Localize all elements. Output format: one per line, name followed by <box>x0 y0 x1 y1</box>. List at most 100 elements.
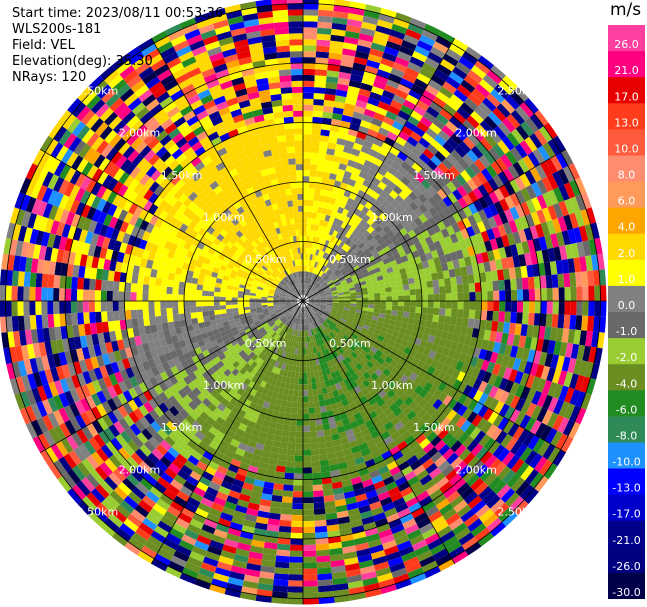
velocity-gate <box>332 204 340 213</box>
velocity-gate <box>509 193 521 207</box>
velocity-gate <box>70 288 78 301</box>
velocity-gate <box>472 378 483 391</box>
velocity-gate <box>196 306 203 313</box>
velocity-gate <box>403 306 410 313</box>
velocity-gate <box>154 301 161 309</box>
velocity-gate <box>419 116 433 128</box>
velocity-gate <box>427 51 443 64</box>
velocity-gate <box>462 283 470 293</box>
velocity-gate <box>404 120 417 132</box>
velocity-gate <box>478 348 487 360</box>
velocity-gate <box>336 193 344 201</box>
velocity-gate <box>243 301 250 305</box>
velocity-gate <box>451 368 461 380</box>
velocity-gate <box>325 291 332 295</box>
velocity-gate <box>396 51 412 62</box>
velocity-gate <box>313 400 320 408</box>
velocity-gate <box>492 311 500 322</box>
velocity-gate <box>408 312 416 319</box>
velocity-gate <box>71 276 79 290</box>
velocity-gate <box>395 222 405 232</box>
velocity-gate <box>390 175 401 186</box>
velocity-gate <box>313 281 318 288</box>
velocity-gate <box>452 211 462 223</box>
velocity-gate <box>308 302 315 306</box>
velocity-gate <box>319 189 327 197</box>
velocity-gate <box>355 231 363 240</box>
velocity-gate <box>340 258 348 266</box>
velocity-gate <box>354 328 362 334</box>
velocity-gate <box>378 127 390 137</box>
velocity-gate <box>331 257 337 264</box>
velocity-gate <box>488 190 500 204</box>
velocity-gate <box>439 286 446 294</box>
velocity-gate <box>584 361 594 378</box>
velocity-gate <box>327 280 333 285</box>
velocity-gate <box>490 88 505 104</box>
velocity-gate <box>421 29 439 42</box>
velocity-gate <box>389 319 397 326</box>
velocity-gate <box>447 214 457 226</box>
velocity-gate <box>352 265 360 272</box>
velocity-gate <box>525 402 537 418</box>
velocity-gate <box>367 53 383 64</box>
velocity-gate <box>396 315 403 322</box>
velocity-gate <box>360 82 373 92</box>
velocity-gate <box>303 0 319 4</box>
velocity-gate <box>308 401 315 408</box>
velocity-gate <box>329 264 335 270</box>
velocity-gate <box>319 141 329 149</box>
velocity-gate <box>387 255 396 263</box>
velocity-gate <box>416 121 429 133</box>
velocity-gate <box>361 310 368 315</box>
velocity-gate <box>509 395 521 409</box>
velocity-gate <box>412 187 423 198</box>
velocity-gate <box>328 216 335 224</box>
velocity-gate <box>367 128 378 138</box>
velocity-gate <box>466 178 478 191</box>
velocity-gate <box>184 294 191 301</box>
velocity-gate <box>535 223 545 238</box>
velocity-gate <box>574 210 585 228</box>
velocity-gate <box>334 261 341 268</box>
velocity-gate <box>311 279 315 286</box>
velocity-gate <box>309 419 317 426</box>
velocity-gate <box>190 306 197 313</box>
velocity-gate <box>303 467 312 474</box>
velocity-gate <box>336 273 343 279</box>
velocity-gate <box>323 259 329 267</box>
velocity-gate <box>570 242 580 259</box>
velocity-gate <box>518 359 528 373</box>
velocity-gate <box>325 308 332 312</box>
velocity-gate <box>386 301 393 306</box>
velocity-gate <box>360 313 367 318</box>
velocity-gate <box>76 289 84 301</box>
velocity-gate <box>343 307 350 311</box>
velocity-gate <box>325 154 334 162</box>
velocity-gate <box>312 122 322 130</box>
velocity-gate <box>415 294 422 301</box>
velocity-gate <box>382 322 390 329</box>
velocity-gate <box>313 93 325 100</box>
velocity-gate <box>279 442 289 449</box>
velocity-gate <box>337 308 344 312</box>
velocity-gate <box>345 231 352 239</box>
velocity-gate <box>283 484 294 492</box>
velocity-gate <box>202 311 209 317</box>
velocity-gate <box>309 235 314 243</box>
velocity-gate <box>358 319 366 325</box>
velocity-gate <box>337 132 348 141</box>
velocity-gate <box>386 203 396 213</box>
velocity-gate <box>308 259 312 267</box>
velocity-gate <box>213 291 221 297</box>
velocity-gate <box>317 21 333 29</box>
velocity-gate <box>347 13 364 22</box>
velocity-gate <box>273 579 289 587</box>
velocity-gate <box>384 238 393 246</box>
velocity-gate <box>285 406 292 414</box>
velocity-gate <box>322 423 331 431</box>
velocity-gate <box>303 562 317 569</box>
velocity-gate <box>172 307 179 315</box>
velocity-gate <box>456 220 467 231</box>
velocity-gate <box>432 192 443 204</box>
